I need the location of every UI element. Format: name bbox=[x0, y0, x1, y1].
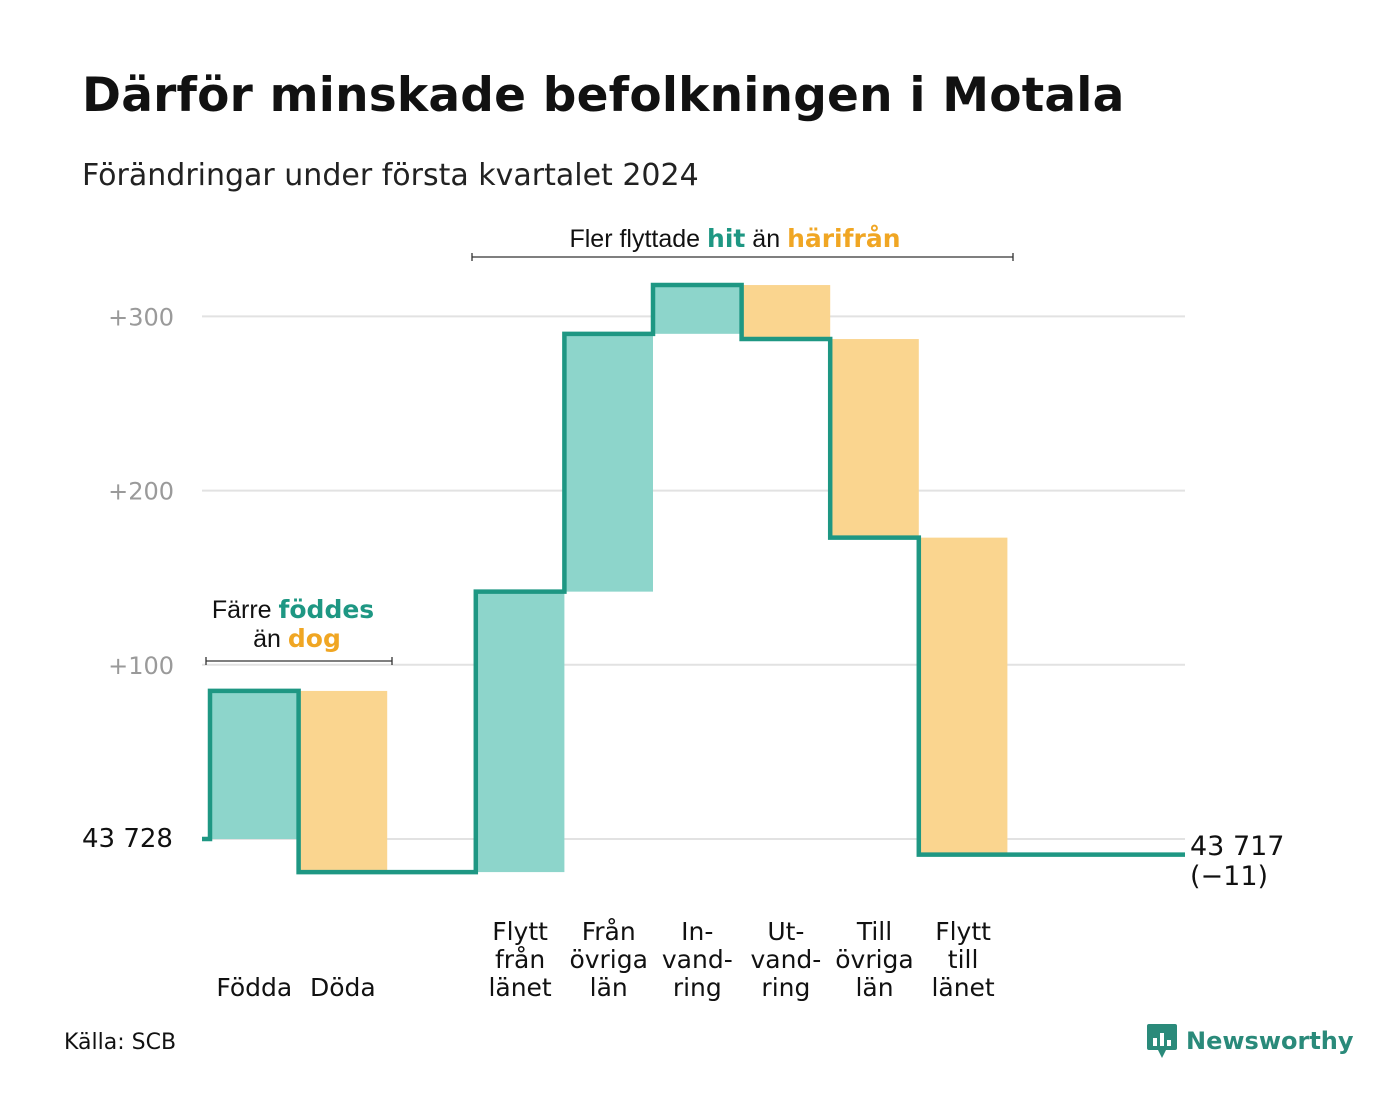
annotation-text: Fler flyttade hit än härifrån bbox=[569, 224, 900, 253]
chart-subtitle: Förändringar under första kvartalet 2024 bbox=[82, 158, 699, 193]
increase-bar bbox=[475, 591, 565, 873]
category-label: övriga bbox=[835, 945, 914, 974]
annotation-bracket bbox=[471, 253, 1014, 261]
category-label: från bbox=[495, 945, 545, 974]
annotation-bracket bbox=[205, 657, 393, 665]
end-value-label: (−11) bbox=[1190, 861, 1268, 892]
start-value-label: 43 728 bbox=[82, 824, 173, 854]
decrease-bar bbox=[918, 537, 1008, 855]
category-label: vand- bbox=[662, 945, 733, 974]
category-label: övriga bbox=[569, 945, 648, 974]
category-label: länet bbox=[931, 973, 994, 1002]
category-label: Från bbox=[582, 917, 636, 946]
category-label: Till bbox=[856, 917, 892, 946]
category-label: ring bbox=[761, 973, 810, 1002]
category-label: länet bbox=[488, 973, 551, 1002]
cumulative-step-line bbox=[202, 282, 1185, 875]
annotation-plain-text: än bbox=[745, 225, 787, 253]
annotation-plain-text: Färre bbox=[212, 596, 279, 624]
decrease-bar bbox=[741, 285, 831, 340]
newsworthy-logo: Newsworthy bbox=[1146, 1022, 1354, 1060]
annotation-hit-text: föddes bbox=[279, 595, 375, 624]
increase-bar bbox=[653, 285, 742, 334]
category-label: län bbox=[855, 973, 893, 1002]
annotation-plain-text: Fler flyttade bbox=[569, 225, 707, 253]
category-label: till bbox=[948, 945, 979, 974]
category-label: län bbox=[590, 973, 628, 1002]
end-value-label: 43 717 bbox=[1190, 831, 1284, 862]
annotation-plain-text: än bbox=[253, 625, 288, 653]
y-tick-label: +200 bbox=[108, 478, 174, 506]
logo-text: Newsworthy bbox=[1186, 1027, 1354, 1055]
y-tick-label: +300 bbox=[108, 303, 174, 331]
annotation-away-text: dog bbox=[288, 624, 341, 653]
category-label: In- bbox=[681, 917, 713, 946]
category-label: Ut- bbox=[767, 917, 804, 946]
category-label: Döda bbox=[310, 973, 376, 1002]
decrease-bar bbox=[830, 339, 919, 538]
annotation-away-text: härifrån bbox=[787, 224, 900, 253]
increase-bar bbox=[564, 333, 653, 592]
annotation-hit-text: hit bbox=[707, 224, 745, 253]
annotation-text: Färre föddes bbox=[212, 595, 374, 624]
increase-bar bbox=[210, 690, 299, 839]
y-tick-label: +100 bbox=[108, 652, 174, 680]
bar-chart-bubble-icon bbox=[1147, 1024, 1177, 1058]
category-label: ring bbox=[673, 973, 722, 1002]
source-note: Källa: SCB bbox=[64, 1030, 177, 1055]
category-label: Flytt bbox=[492, 917, 548, 946]
decrease-bar bbox=[298, 690, 388, 873]
category-label: vand- bbox=[750, 945, 821, 974]
category-label: Födda bbox=[216, 973, 292, 1002]
chart-title: Därför minskade befolkningen i Motala bbox=[82, 68, 1125, 123]
annotation-text: än dog bbox=[253, 624, 341, 653]
category-label: Flytt bbox=[935, 917, 991, 946]
